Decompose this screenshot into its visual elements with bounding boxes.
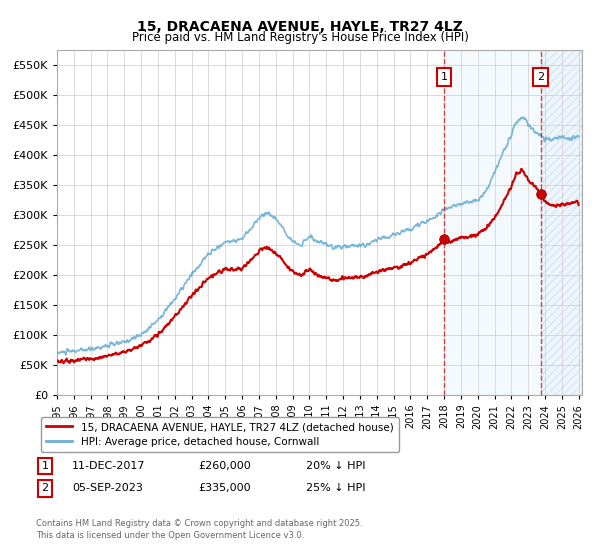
Text: 25% ↓ HPI: 25% ↓ HPI xyxy=(306,483,365,493)
Text: 1: 1 xyxy=(41,461,49,471)
Text: 11-DEC-2017: 11-DEC-2017 xyxy=(72,461,146,471)
Text: Price paid vs. HM Land Registry's House Price Index (HPI): Price paid vs. HM Land Registry's House … xyxy=(131,31,469,44)
Text: £335,000: £335,000 xyxy=(198,483,251,493)
Text: 2: 2 xyxy=(41,483,49,493)
Text: 15, DRACAENA AVENUE, HAYLE, TR27 4LZ: 15, DRACAENA AVENUE, HAYLE, TR27 4LZ xyxy=(137,20,463,34)
Text: 05-SEP-2023: 05-SEP-2023 xyxy=(72,483,143,493)
Text: 20% ↓ HPI: 20% ↓ HPI xyxy=(306,461,365,471)
Bar xyxy=(541,50,582,395)
Bar xyxy=(444,50,582,395)
Text: £260,000: £260,000 xyxy=(198,461,251,471)
Text: 1: 1 xyxy=(440,72,448,82)
Legend: 15, DRACAENA AVENUE, HAYLE, TR27 4LZ (detached house), HPI: Average price, detac: 15, DRACAENA AVENUE, HAYLE, TR27 4LZ (de… xyxy=(41,417,399,452)
Text: Contains HM Land Registry data © Crown copyright and database right 2025.
This d: Contains HM Land Registry data © Crown c… xyxy=(36,519,362,540)
Text: 2: 2 xyxy=(537,72,544,82)
Bar xyxy=(541,50,582,395)
